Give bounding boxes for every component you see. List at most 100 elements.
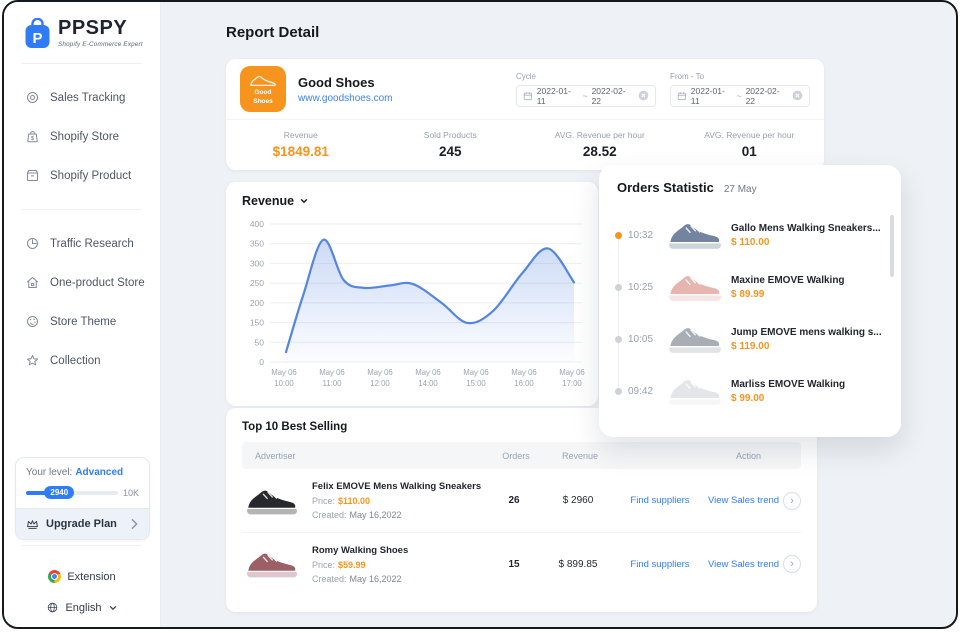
chevron-right-icon bbox=[131, 519, 138, 529]
store-name: Good Shoes bbox=[298, 74, 375, 90]
svg-text:50: 50 bbox=[255, 337, 265, 347]
upgrade-plan-label: Upgrade Plan bbox=[46, 518, 117, 530]
extension-link[interactable]: Extension bbox=[4, 570, 160, 583]
order-item[interactable]: 10:05 Jump EMOVE mens walking s... $ 119… bbox=[599, 313, 901, 365]
page-title: Report Detail bbox=[226, 24, 320, 41]
from-to-clear-button[interactable] bbox=[792, 90, 803, 101]
product-image bbox=[666, 370, 722, 412]
sidebar-item-shopify-product[interactable]: Shopify Product bbox=[4, 156, 160, 195]
from-to-date-range-input[interactable]: 2022-01-11 ~2022-02-22 bbox=[670, 84, 810, 107]
timeline-dot bbox=[615, 335, 622, 343]
product-name: Romy Walking Shoes bbox=[312, 544, 409, 556]
stat-avg-revenue-per-hour-2: AVG. Revenue per hour 01 bbox=[704, 130, 795, 159]
chevron-down-icon bbox=[300, 199, 308, 204]
orders-scrollbar[interactable] bbox=[890, 215, 894, 277]
svg-text:250: 250 bbox=[250, 278, 264, 288]
language-selector[interactable]: English bbox=[4, 601, 160, 614]
svg-text:0: 0 bbox=[259, 357, 264, 366]
palette-icon bbox=[27, 316, 38, 327]
product-image bbox=[666, 318, 722, 360]
star-icon bbox=[27, 355, 38, 366]
order-item[interactable]: 09:42 Marliss EMOVE Walking $ 99.00 bbox=[599, 365, 901, 417]
product-image bbox=[244, 544, 298, 584]
view-sales-trend-link[interactable]: View Sales trend bbox=[707, 558, 780, 570]
svg-text:150: 150 bbox=[250, 318, 264, 328]
cycle-label: Cycle bbox=[516, 71, 537, 81]
stat-avg-revenue-per-hour: AVG. Revenue per hour 28.52 bbox=[554, 130, 645, 159]
table-row: Felix EMOVE Mens Walking Sneakers Price:… bbox=[242, 469, 801, 532]
language-label: English bbox=[65, 601, 102, 614]
sidebar-item-shopify-store[interactable]: $ Shopify Store bbox=[4, 117, 160, 156]
sidebar-item-collection[interactable]: Collection bbox=[4, 341, 160, 380]
from-to-label: From - To bbox=[670, 71, 705, 81]
svg-text:$: $ bbox=[31, 136, 34, 142]
chrome-icon bbox=[48, 570, 62, 583]
sidebar-item-traffic-research[interactable]: Traffic Research bbox=[4, 224, 160, 263]
level-value: Advanced bbox=[75, 467, 124, 478]
column-revenue: Revenue bbox=[561, 450, 599, 461]
level-progress: 2940 bbox=[26, 486, 118, 499]
orders-timeline: 10:32 Gallo Mens Walking Sneakers... $ 1… bbox=[599, 197, 901, 417]
crown-icon bbox=[27, 519, 38, 529]
main-content: Report Detail Good Shoes Good Shoes www.g… bbox=[161, 2, 956, 627]
column-advertiser: Advertiser bbox=[255, 450, 296, 461]
stat-revenue: Revenue $1849.81 bbox=[272, 130, 329, 159]
sidebar-divider bbox=[22, 209, 142, 210]
svg-text:P: P bbox=[32, 30, 42, 47]
product-name: Felix EMOVE Mens Walking Sneakers bbox=[312, 481, 482, 492]
column-orders: Orders bbox=[502, 450, 530, 461]
revenue-line-chart: 400 350 300 250 200 150 50 0 bbox=[250, 219, 582, 366]
store-bag-icon: $ bbox=[27, 131, 38, 143]
level-card: Your level: Advanced 2940 10K Upgrade Pla… bbox=[15, 457, 150, 540]
row-chevron-button[interactable]: › bbox=[783, 555, 801, 573]
top10-card: Top 10 Best Selling Advertiser Orders Re… bbox=[226, 408, 817, 612]
sidebar: P PPSPY Shopify E-Commerce Expert Sales … bbox=[4, 2, 161, 627]
order-product-name: Gallo Mens Walking Sneakers... bbox=[731, 222, 881, 234]
extension-label: Extension bbox=[67, 570, 116, 583]
revenue-value: $ 2960 bbox=[562, 495, 594, 506]
order-price: $ 119.00 bbox=[731, 340, 770, 352]
find-suppliers-link[interactable]: Find suppliers bbox=[630, 558, 690, 570]
store-logo: Good Shoes bbox=[240, 66, 286, 112]
order-price: $ 89.99 bbox=[731, 288, 765, 300]
orders-statistic-panel: Orders Statistic 27 May 10:32 Gallo Mens… bbox=[599, 165, 901, 437]
cycle-clear-button[interactable] bbox=[638, 90, 649, 101]
level-max: 10K bbox=[122, 488, 139, 498]
store-url-link[interactable]: www.goodshoes.com bbox=[298, 92, 393, 104]
svg-text:350: 350 bbox=[250, 239, 264, 249]
sidebar-item-label: Shopify Product bbox=[50, 169, 132, 182]
sidebar-item-one-product-store[interactable]: One-product Store bbox=[4, 263, 160, 302]
sidebar-item-sales-tracking[interactable]: Sales Tracking bbox=[4, 78, 160, 117]
globe-icon bbox=[48, 602, 58, 613]
orders-count: 26 bbox=[508, 495, 520, 506]
row-chevron-button[interactable]: › bbox=[783, 491, 801, 510]
revenue-chart-title: Revenue bbox=[242, 194, 295, 208]
app-tagline: Shopify E-Commerce Expert bbox=[58, 41, 143, 48]
order-item[interactable]: 10:25 Maxine EMOVE Walking $ 89.99 bbox=[599, 261, 901, 313]
order-time: 10:05 bbox=[628, 333, 654, 345]
chart-x-axis-labels: May 06 10:00 May 06 11:00 May 06 12:00 May … bbox=[271, 368, 585, 388]
find-suppliers-link[interactable]: Find suppliers bbox=[630, 495, 690, 506]
home-icon bbox=[27, 277, 38, 288]
order-product-name: Marliss EMOVE Walking bbox=[731, 378, 846, 390]
product-image bbox=[666, 266, 722, 308]
upgrade-plan-button[interactable]: Upgrade Plan bbox=[16, 508, 149, 539]
cycle-date-range-input[interactable]: 2022-01-11 ~2022-02-22 bbox=[516, 84, 656, 107]
target-icon bbox=[27, 92, 38, 103]
ppspy-bag-icon: P bbox=[25, 18, 50, 48]
view-sales-trend-link[interactable]: View Sales trend bbox=[707, 495, 780, 506]
revenue-metric-dropdown[interactable]: Revenue bbox=[226, 182, 598, 210]
product-price: Price: $110.00 bbox=[312, 496, 371, 506]
level-progress-fill bbox=[26, 491, 54, 495]
app-logo: P PPSPY Shopify E-Commerce Expert bbox=[24, 18, 160, 49]
top10-table-header: Advertiser Orders Revenue Action bbox=[242, 442, 801, 469]
sidebar-item-store-theme[interactable]: Store Theme bbox=[4, 302, 160, 341]
store-summary-card: Good Shoes Good Shoes www.goodshoes.com C… bbox=[226, 59, 824, 170]
timeline-dot bbox=[615, 283, 622, 291]
sidebar-item-label: Traffic Research bbox=[50, 237, 134, 250]
sidebar-item-label: Shopify Store bbox=[50, 130, 120, 143]
order-item[interactable]: 10:32 Gallo Mens Walking Sneakers... $ 1… bbox=[599, 209, 901, 261]
orders-statistic-title: Orders Statistic bbox=[617, 180, 714, 195]
sidebar-divider bbox=[22, 63, 142, 64]
product-created: Created: May 16,2022 bbox=[312, 510, 402, 520]
